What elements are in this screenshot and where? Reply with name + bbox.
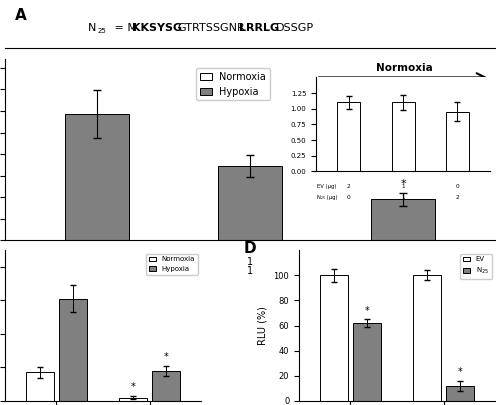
Text: EV (μg): EV (μg) <box>8 256 44 266</box>
Bar <box>152 371 180 401</box>
Text: 1: 1 <box>247 256 253 266</box>
Text: Normoxia: Normoxia <box>376 63 432 73</box>
Bar <box>218 166 282 240</box>
Text: 25: 25 <box>98 28 106 34</box>
Text: *: * <box>164 352 169 362</box>
Legend: Normoxia, Hypoxia: Normoxia, Hypoxia <box>196 68 270 100</box>
Y-axis label: RLU (%): RLU (%) <box>258 306 268 345</box>
Legend: EV, N$_{25}$: EV, N$_{25}$ <box>460 254 492 279</box>
Text: N: N <box>8 266 16 276</box>
Text: 25: 25 <box>36 264 44 269</box>
Bar <box>446 386 474 401</box>
Bar <box>59 299 87 401</box>
Text: N: N <box>88 23 96 32</box>
Text: *: * <box>365 305 370 315</box>
Text: 2: 2 <box>94 256 100 266</box>
Text: = M: = M <box>112 23 138 32</box>
Text: (μg): (μg) <box>51 266 74 276</box>
Text: D: D <box>244 241 256 256</box>
Text: DSSGP: DSSGP <box>276 23 314 32</box>
Bar <box>26 373 54 401</box>
Text: LRRLG: LRRLG <box>239 23 280 32</box>
Bar <box>64 114 129 240</box>
Text: *: * <box>458 367 463 377</box>
Legend: Normoxia, Hypoxia: Normoxia, Hypoxia <box>146 254 198 275</box>
Bar <box>413 275 441 401</box>
Text: 2: 2 <box>400 266 406 276</box>
Text: *: * <box>400 179 406 188</box>
Bar <box>353 323 381 401</box>
Text: 0: 0 <box>400 256 406 266</box>
Text: A: A <box>15 8 26 23</box>
Text: KKSYSG: KKSYSG <box>132 23 182 32</box>
Text: *: * <box>130 382 135 392</box>
Bar <box>119 398 147 401</box>
Text: 1: 1 <box>247 266 253 276</box>
Text: GTRTSSGNR: GTRTSSGNR <box>178 23 245 32</box>
Bar <box>320 275 347 401</box>
Text: 0: 0 <box>94 266 100 276</box>
Bar <box>371 199 436 240</box>
